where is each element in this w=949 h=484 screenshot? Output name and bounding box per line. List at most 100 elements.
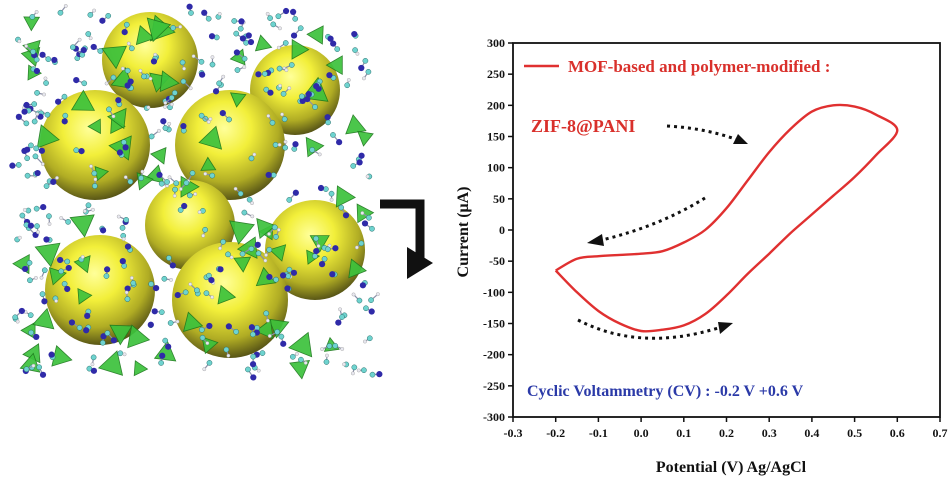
zn-tetrahedron [69, 214, 95, 238]
carbon-atom [298, 356, 304, 363]
hydrogen-atom [295, 351, 299, 356]
carbon-atom [286, 266, 293, 273]
hydrogen-atom [92, 8, 97, 13]
nitrogen-atom [48, 351, 55, 358]
x-tick-label: 0.6 [890, 426, 905, 440]
zn-tetrahedron [70, 89, 96, 111]
carbon-atom [30, 48, 36, 55]
hydrogen-atom [182, 66, 186, 71]
hydrogen-atom [316, 244, 321, 248]
carbon-atom [127, 178, 134, 185]
carbon-atom [270, 21, 277, 28]
zn-tetrahedron [268, 244, 287, 262]
nitrogen-atom [124, 243, 132, 250]
hydrogen-atom [250, 214, 255, 219]
nitrogen-atom [156, 171, 163, 178]
hydrogen-atom [89, 164, 93, 169]
nitrogen-atom [43, 236, 50, 243]
hydrogen-atom [54, 299, 59, 303]
zn-tetrahedron [357, 130, 374, 147]
nitrogen-atom [324, 114, 331, 121]
zn-tetrahedron [183, 311, 204, 332]
hydrogen-atom [148, 76, 153, 81]
hydrogen-atom [210, 55, 215, 60]
carbon-atom [225, 251, 231, 258]
carbon-atom [369, 225, 375, 232]
hydrogen-atom [266, 114, 271, 118]
y-tick-label: 150 [487, 130, 505, 144]
zn-tetrahedron [217, 284, 237, 305]
carbon-atom [124, 67, 131, 74]
nitrogen-atom [201, 9, 208, 16]
carbon-atom [43, 80, 49, 86]
carbon-atom [262, 70, 268, 77]
nitrogen-atom [90, 43, 97, 51]
hydrogen-atom [203, 171, 208, 176]
y-tick-label: -300 [483, 410, 505, 424]
carbon-atom [234, 67, 241, 73]
carbon-atom [138, 175, 144, 181]
carbon-atom [97, 48, 104, 54]
carbon-atom [124, 296, 131, 302]
hydrogen-atom [172, 193, 177, 198]
hydrogen-atom [80, 255, 85, 259]
hydrogen-atom [287, 86, 292, 91]
hydrogen-atom [197, 210, 202, 215]
carbon-atom [309, 147, 316, 153]
carbon-atom [173, 180, 180, 187]
zn-tetrahedron [135, 25, 156, 46]
nitrogen-atom [61, 118, 68, 125]
hydrogen-atom [362, 76, 366, 81]
hydrogen-atom [167, 175, 172, 180]
carbon-atom [297, 25, 304, 32]
nitrogen-atom [181, 202, 188, 210]
hydrogen-atom [22, 208, 27, 212]
carbon-atom [334, 46, 341, 52]
cv-chart: -0.3 -0.2 -0.1 0.0 0.1 0.2 0.3 0.4 0.5 0.6 0.7 300… [455, 36, 948, 476]
hydrogen-atom [77, 37, 82, 42]
hydrogen-atom [93, 177, 98, 182]
hydrogen-atom [346, 78, 351, 82]
x-tick-label: 0.1 [676, 426, 691, 440]
carbon-atom [323, 359, 330, 365]
y-tick-label: 300 [487, 36, 505, 50]
carbon-atom [61, 93, 68, 100]
carbon-atom [282, 144, 289, 151]
y-tick-label: 200 [487, 98, 505, 112]
nitrogen-atom [329, 271, 336, 278]
carbon-atom [366, 214, 372, 221]
nitrogen-atom [99, 17, 106, 24]
carbon-atom [356, 297, 363, 304]
carbon-atom [64, 258, 71, 265]
carbon-atom [39, 291, 46, 297]
hydrogen-atom [122, 352, 127, 357]
hydrogen-atom [15, 319, 20, 324]
zn-tetrahedron [236, 236, 258, 259]
carbon-atom [85, 31, 92, 37]
carbon-atom [344, 82, 351, 89]
carbon-atom [272, 141, 279, 148]
carbon-atom [246, 196, 253, 203]
hydrogen-atom [267, 232, 271, 236]
hydrogen-atom [205, 341, 210, 346]
carbon-atom [23, 366, 30, 373]
hydrogen-atom [218, 246, 222, 251]
hydrogen-atom [340, 347, 345, 351]
nitrogen-atom [165, 343, 172, 350]
carbon-atom [73, 147, 80, 154]
carbon-atom [177, 207, 184, 213]
hydrogen-atom [276, 227, 281, 232]
nitrogen-atom [290, 32, 298, 39]
carbon-atom [350, 163, 357, 169]
hydrogen-atom [233, 186, 238, 191]
carbon-atom [285, 273, 292, 279]
carbon-atom [41, 267, 48, 274]
carbon-atom [162, 337, 169, 344]
hydrogen-atom [201, 233, 206, 238]
hydrogen-atom [178, 187, 183, 191]
carbon-atom [248, 155, 255, 162]
nitrogen-atom [327, 35, 334, 42]
hydrogen-atom [252, 152, 257, 157]
hydrogen-atom [208, 117, 213, 121]
carbon-atom [161, 275, 168, 282]
